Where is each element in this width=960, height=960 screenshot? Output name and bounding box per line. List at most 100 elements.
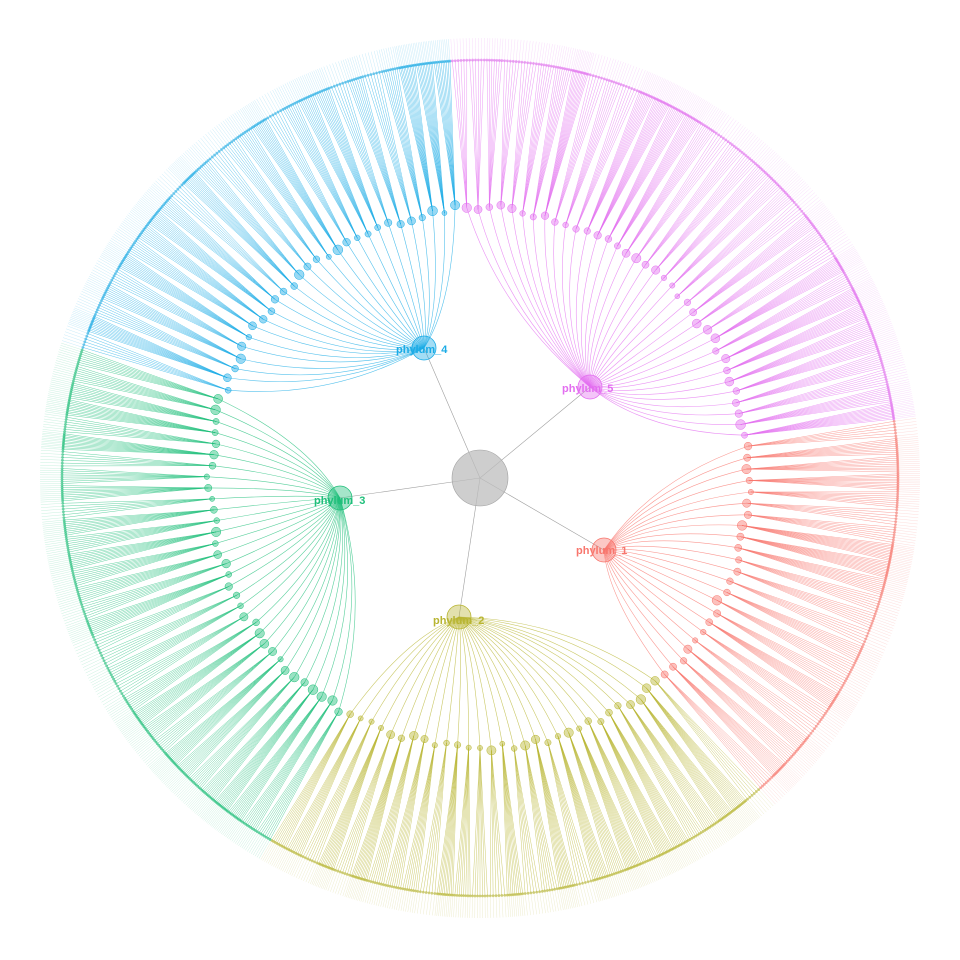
tip-edge: [676, 89, 688, 110]
leaf-node: [308, 858, 312, 862]
tip-edge: [108, 701, 128, 714]
leaf-edge: [554, 75, 594, 223]
leaf-edge: [716, 600, 848, 677]
leaf-edge: [600, 721, 674, 849]
order-node: [334, 707, 343, 716]
tip-edge: [238, 827, 251, 846]
leaf-node: [500, 59, 504, 62]
leaf-node: [65, 542, 69, 546]
leaf-edge: [544, 70, 574, 216]
tip-edge: [84, 285, 105, 296]
leaf-edge: [625, 128, 709, 254]
leaf-edge: [683, 660, 797, 752]
tip-edge: [890, 393, 912, 399]
leaf-edge: [726, 318, 867, 371]
tip-edge: [111, 707, 131, 720]
leaf-edge: [172, 659, 281, 762]
leaf-edge: [278, 714, 351, 845]
leaf-edge: [565, 80, 610, 226]
leaf-edge: [349, 734, 391, 876]
tip-edge: [743, 136, 759, 155]
tip-edge: [310, 863, 319, 885]
leaf-edge: [715, 280, 849, 352]
leaf-edge: [64, 509, 214, 521]
leaf-edge: [264, 119, 339, 251]
leaf-edge: [114, 275, 242, 347]
leaf-node: [532, 891, 536, 894]
tip-edge: [71, 313, 93, 323]
leaf-edge: [740, 536, 887, 575]
leaf-edge: [491, 750, 494, 896]
leaf-edge: [109, 284, 241, 359]
leaf-edge: [186, 179, 295, 287]
tip-edge: [40, 496, 63, 499]
tip-edge: [223, 817, 238, 837]
tip-edge: [730, 812, 745, 831]
leaf-edge: [544, 71, 580, 216]
leaf-node: [894, 514, 898, 518]
leaf-edge: [387, 738, 425, 886]
phylum-order-edge: [252, 325, 425, 354]
tip-edge: [412, 890, 416, 913]
leaf-edge: [608, 712, 687, 842]
phylum-order-edge: [243, 497, 341, 618]
order-node: [289, 672, 300, 683]
tip-edge: [231, 823, 245, 842]
leaf-node: [338, 870, 342, 874]
tip-edge: [729, 813, 743, 832]
leaf-edge: [381, 71, 423, 218]
tip-edge: [98, 685, 118, 698]
leaf-edge: [170, 659, 281, 760]
leaf-node: [462, 58, 466, 62]
leaf-edge: [102, 595, 237, 659]
leaf-edge: [138, 633, 260, 720]
tip-edge: [191, 793, 206, 811]
order-node: [614, 242, 621, 250]
tip-edge: [399, 45, 404, 68]
leaf-edge: [617, 705, 696, 837]
leaf-edge: [152, 217, 272, 312]
tip-edge: [538, 42, 543, 65]
leaf-edge: [744, 418, 894, 436]
leaf-edge: [693, 225, 814, 313]
leaf-edge: [90, 574, 229, 630]
tip-edge: [536, 41, 540, 64]
leaf-edge: [210, 682, 305, 799]
order-node: [237, 602, 244, 609]
leaf-edge: [316, 721, 372, 863]
tip-edge: [634, 69, 643, 90]
tip-edge: [46, 402, 69, 407]
tip-edge: [240, 108, 253, 128]
tip-edge: [426, 892, 430, 915]
tip-edge: [544, 890, 549, 913]
leaf-edge: [62, 498, 213, 504]
leaf-edge: [276, 714, 351, 844]
leaf-edge: [655, 158, 750, 271]
tip-edge: [766, 157, 783, 175]
leaf-edge: [242, 700, 333, 823]
order-node: [267, 307, 276, 315]
leaf-node: [523, 61, 527, 64]
leaf-edge: [578, 728, 642, 864]
tip-edge: [836, 695, 856, 707]
tip-edge: [853, 281, 874, 292]
leaf-edge: [465, 747, 469, 896]
leaf-edge: [726, 311, 864, 371]
tip-edge: [56, 358, 78, 365]
tip-edge: [300, 76, 310, 97]
leaf-edge: [557, 736, 606, 877]
tip-edge: [855, 660, 876, 671]
leaf-edge: [479, 747, 488, 896]
tip-edge: [706, 829, 719, 848]
leaf-edge: [715, 265, 841, 339]
leaf-node: [538, 890, 542, 894]
leaf-node: [896, 458, 900, 462]
leaf-edge: [458, 747, 469, 896]
order-node: [485, 203, 494, 211]
tip-edge: [188, 791, 204, 808]
leaf-edge: [208, 682, 305, 796]
order-node: [231, 364, 239, 373]
leaf-edge: [597, 105, 670, 236]
phylum-order-edge: [603, 549, 704, 633]
